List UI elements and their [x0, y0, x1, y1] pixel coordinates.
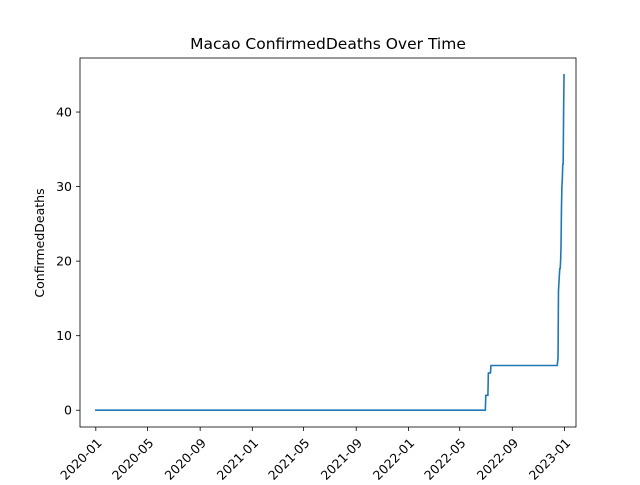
y-tick-label: 40	[56, 105, 72, 120]
y-axis-label: ConfirmedDeaths	[32, 188, 47, 297]
axes-frame	[79, 57, 577, 428]
y-tick-label: 0	[64, 403, 72, 418]
y-tick-label: 10	[56, 328, 72, 343]
y-tick-label: 20	[56, 254, 72, 269]
y-tick-label: 30	[56, 179, 72, 194]
plot-area	[95, 73, 565, 412]
y-axis: 0 10 20 30 40	[56, 105, 80, 418]
series-line-0	[95, 73, 565, 412]
chart-title: Macao ConfirmedDeaths Over Time	[190, 35, 466, 53]
